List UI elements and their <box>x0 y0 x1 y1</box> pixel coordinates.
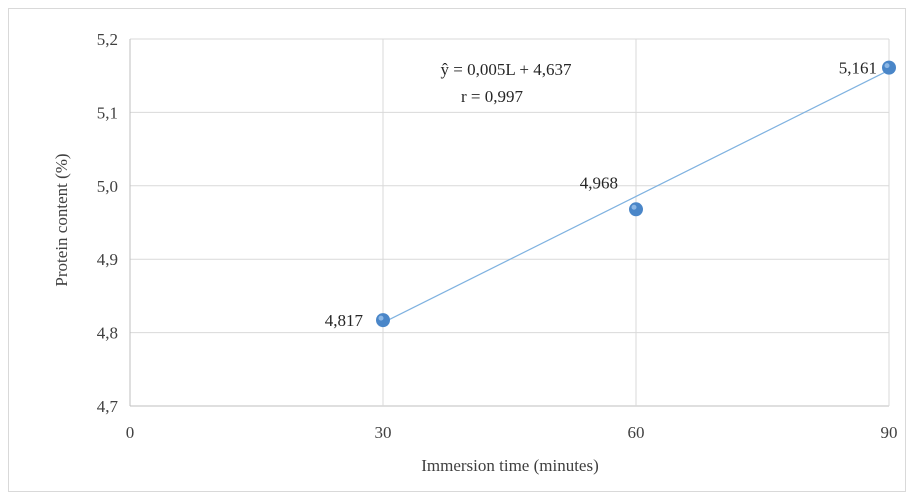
y-tick-label: 4,9 <box>97 250 118 269</box>
data-labels: 4,817 4,968 5,161 <box>325 59 877 330</box>
data-point-90 <box>882 60 896 75</box>
trendline-group <box>382 69 890 324</box>
data-point-highlight <box>884 63 890 69</box>
data-label-90: 5,161 <box>839 59 877 78</box>
data-point-highlight <box>631 204 637 210</box>
x-tick-label: 0 <box>126 423 135 442</box>
y-tick-label: 5,2 <box>97 30 118 49</box>
data-point-30 <box>376 313 390 328</box>
trendline <box>382 69 890 324</box>
grid-lines <box>129 38 890 407</box>
x-axis-title: Immersion time (minutes) <box>421 456 599 475</box>
correlation-coefficient: r = 0,997 <box>461 87 523 106</box>
y-axis-title: Protein content (%) <box>52 153 71 286</box>
data-point-highlight <box>378 315 384 321</box>
chart-frame <box>8 8 906 492</box>
data-points <box>376 60 896 328</box>
y-tick-label: 4,7 <box>97 397 119 416</box>
x-tick-labels: 0 30 60 90 <box>126 423 898 442</box>
y-tick-labels: 4,7 4,8 4,9 5,0 5,1 5,2 <box>97 30 119 416</box>
y-tick-label: 4,8 <box>97 324 118 343</box>
x-tick-label: 60 <box>628 423 645 442</box>
x-tick-label: 30 <box>375 423 392 442</box>
x-tick-label: 90 <box>881 423 898 442</box>
data-label-30: 4,817 <box>325 311 364 330</box>
trendline-equation: ŷ = 0,005L + 4,637 <box>441 60 572 79</box>
data-label-60: 4,968 <box>580 173 618 192</box>
y-tick-label: 5,0 <box>97 177 118 196</box>
data-point-60 <box>629 202 643 217</box>
y-tick-label: 5,1 <box>97 103 118 122</box>
